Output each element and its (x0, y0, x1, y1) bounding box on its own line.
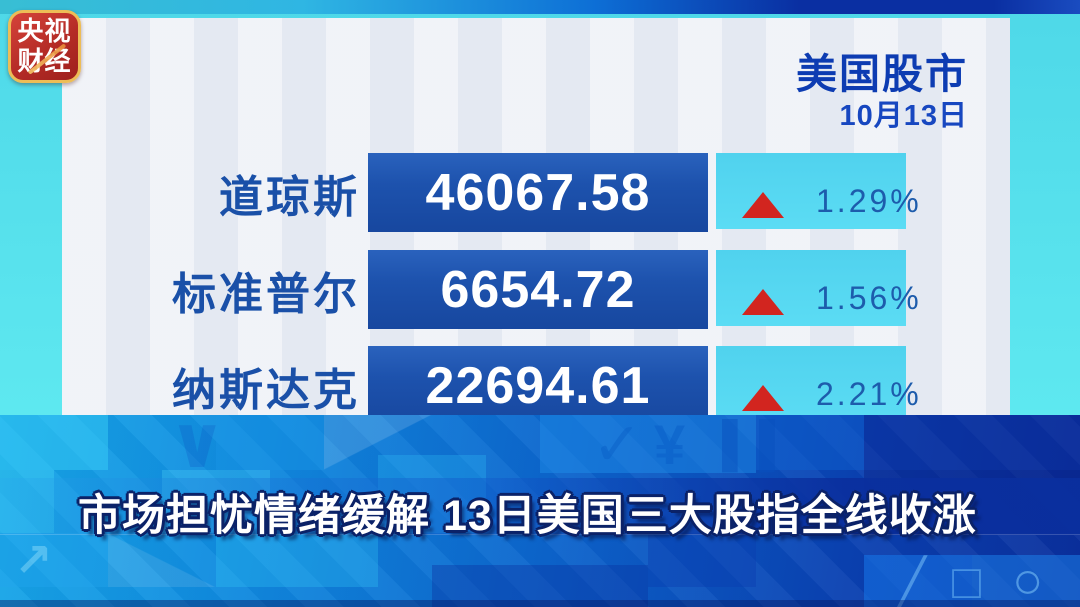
market-title: 美国股市 (796, 51, 968, 97)
decor-bars-icon: ▌▌ (722, 420, 797, 469)
mosaic-tile (756, 415, 864, 470)
market-card: 美国股市 10月13日 道琼斯 46067.58 1.29% 标准普尔 6654… (62, 18, 1010, 415)
mosaic-tile (864, 415, 1080, 470)
index-value-box: 6654.72 (368, 250, 708, 329)
headline-caption: 市场担忧情绪缓解 13日美国三大股指全线收涨 (78, 492, 977, 540)
logo-text-line1: 央视 (17, 16, 72, 47)
decor-chevron-icon: ∨ (168, 415, 227, 483)
decor-yen-icon: ¥ (654, 415, 686, 476)
mosaic-tile (108, 533, 216, 587)
index-change-box: 2.21% (716, 346, 919, 415)
index-value: 6654.72 (440, 260, 636, 319)
index-name-label: 道琼斯 (219, 172, 360, 222)
index-row-sp500: 标准普尔 6654.72 1.56% (62, 250, 1010, 329)
index-change-box: 1.56% (716, 250, 919, 326)
index-change-pct: 1.29% (816, 183, 922, 219)
mosaic-tile (324, 415, 432, 470)
mosaic-tile (0, 415, 108, 470)
up-triangle-icon (742, 385, 784, 411)
market-date: 10月13日 (839, 100, 968, 132)
caption-band (0, 478, 1080, 535)
mosaic-tile (216, 415, 324, 470)
index-value: 22694.61 (425, 356, 651, 415)
index-change-pct: 2.21% (816, 376, 922, 412)
index-change-pct: 1.56% (816, 280, 922, 316)
index-name-label: 标准普尔 (172, 269, 360, 319)
decor-ring-icon: ○ (1012, 552, 1044, 607)
mosaic-tile (540, 415, 756, 473)
up-triangle-icon (742, 192, 784, 218)
mosaic-tile (432, 565, 648, 607)
mosaic-tile (0, 533, 108, 587)
mosaic-tile (972, 555, 1080, 607)
decor-square-icon: □ (952, 556, 981, 607)
decor-slash-icon: ╱ (898, 556, 926, 607)
bottom-edge-strip (0, 600, 1080, 607)
top-gradient-band (0, 0, 1080, 14)
mosaic-tile (648, 533, 756, 587)
index-value-box: 46067.58 (368, 153, 708, 232)
mosaic-tile (864, 555, 972, 607)
index-row-dow: 道琼斯 46067.58 1.29% (62, 153, 1010, 232)
cctv-finance-logo: 央视 财经 (8, 10, 81, 83)
index-change-box: 1.29% (716, 153, 919, 229)
index-value-box: 22694.61 (368, 346, 708, 415)
decor-check-icon: ✓ (592, 415, 643, 478)
decor-arrow-icon: ↗ (14, 534, 53, 586)
index-value: 46067.58 (425, 163, 651, 222)
mosaic-tile (216, 533, 378, 587)
bottom-mosaic-pattern: ∨ ✓ ¥ ▌▌ ↗ ╱ □ ○ 市场担忧情绪缓解 13日美国三大股指全线收涨 (0, 415, 1080, 607)
index-name-label: 纳斯达克 (172, 365, 360, 415)
index-row-nasdaq: 纳斯达克 22694.61 2.21% (62, 346, 1010, 415)
up-triangle-icon (742, 289, 784, 315)
